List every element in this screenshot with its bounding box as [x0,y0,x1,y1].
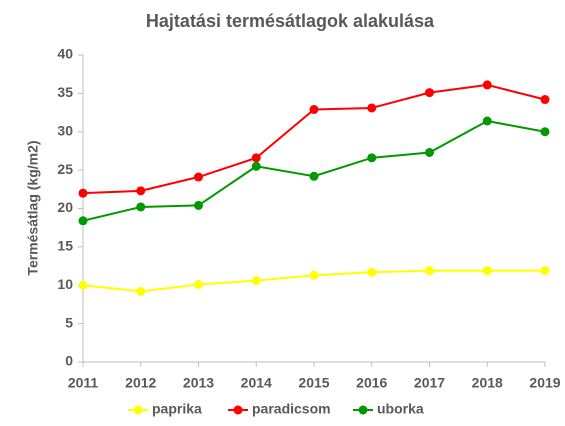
data-point [251,153,261,163]
data-point [78,188,88,198]
series-line [82,119,546,222]
chart-title: Hajtatási termésátlagok alakulása [146,11,435,31]
data-point [194,200,203,210]
x-tick-label: 2016 [356,375,387,391]
data-point [78,216,88,226]
y-tick-label: 20 [57,199,73,215]
data-point [367,103,377,113]
x-tick-label: 2015 [298,375,329,391]
y-tick-label: 30 [57,122,73,138]
y-axis-label: Termésátlag (kg/m2) [25,140,41,275]
legend-label: uborka [377,401,424,417]
x-tick-label: 2017 [414,375,445,391]
legend-label: paprika [152,401,202,417]
data-point [136,186,146,196]
data-point [309,270,319,280]
y-tick-label: 5 [65,314,73,330]
data-point [136,286,146,296]
legend-marker [133,405,143,415]
x-tick-label: 2013 [183,375,214,391]
data-point [425,266,434,276]
y-tick-label: 25 [57,161,73,177]
x-tick-label: 2012 [125,375,156,391]
y-tick-label: 40 [57,46,73,62]
data-point [136,202,146,212]
x-tick-label: 2019 [529,375,560,391]
data-point [540,266,550,276]
data-point [251,161,261,171]
data-point [251,276,261,286]
data-point [78,280,88,290]
data-point [367,267,377,277]
x-tick-label: 2014 [241,375,272,391]
x-tick-label: 2011 [68,375,99,391]
data-point [540,127,550,137]
legend-marker [358,405,368,415]
data-point [425,88,434,98]
data-point [540,95,550,105]
data-point [194,279,203,289]
data-point [425,147,434,157]
x-tick-label: 2018 [472,375,503,391]
y-tick-label: 15 [57,238,73,254]
data-point [482,266,492,276]
data-point [367,153,377,163]
data-point [482,80,492,90]
data-point [194,172,203,182]
data-point [482,116,492,126]
y-tick-label: 10 [57,276,73,292]
legend-marker [233,405,243,415]
legend-label: paradicsom [252,401,331,417]
y-tick-label: 35 [57,84,73,100]
y-tick-label: 0 [65,353,73,369]
data-point [309,171,319,181]
data-point [309,104,319,114]
